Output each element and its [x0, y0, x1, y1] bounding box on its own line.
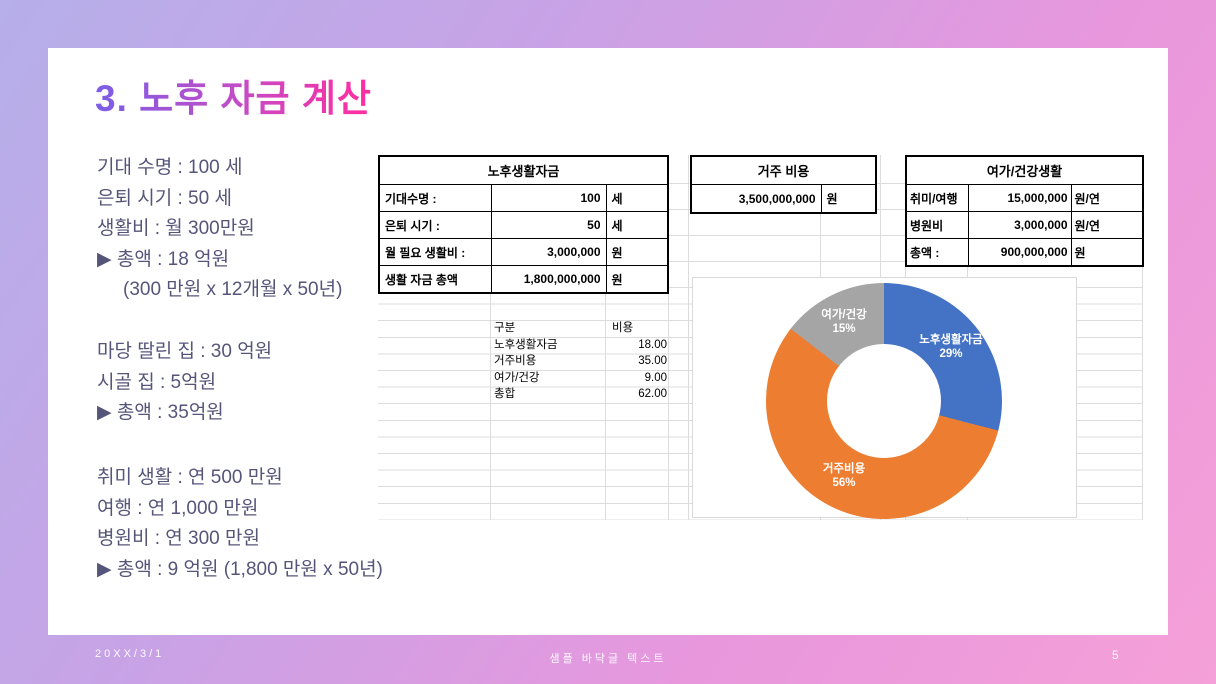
- donut-ring: [766, 283, 1002, 519]
- table-cell-unit: 세: [605, 184, 669, 212]
- notes-block-living: 기대 수명 : 100 세 은퇴 시기 : 50 세 생활비 : 월 300만원…: [97, 153, 342, 306]
- slice-percent: 29%: [939, 348, 963, 360]
- donut-label-living: 노후생활자금 29%: [919, 334, 983, 362]
- summary-cell-label: 노후생활자금: [494, 338, 558, 351]
- table-cell-label: 생활 자금 총액: [378, 265, 492, 294]
- summary-row: 거주비용 35.00: [490, 353, 671, 370]
- donut-label-housing: 거주비용 56%: [823, 463, 865, 491]
- summary-row: 총합 62.00: [490, 386, 671, 403]
- table-cell-value: 50: [490, 211, 607, 239]
- note-line: 시골 집 : 5억원: [97, 371, 217, 393]
- spreadsheet-region: 노후생활자금 기대수명 : 100 세 은퇴 시기 : 50 세 월 필요 생활…: [378, 155, 1145, 520]
- table-housing-cost: 거주 비용 3,500,000,000 원: [690, 155, 878, 214]
- doughnut-chart-area: 노후생활자금 29% 거주비용 56% 여가/건강 15%: [692, 277, 1077, 519]
- note-line-total: ▶ 총액 : 35억원: [97, 402, 224, 423]
- table-cell-label: 취미/여행: [905, 184, 969, 212]
- table-title: 거주 비용: [690, 155, 877, 185]
- table-cell-value: 15,000,000: [967, 184, 1072, 212]
- summary-cell-value: 9.00: [644, 371, 667, 384]
- note-line: 마당 딸린 집 : 30 억원: [97, 341, 273, 362]
- summary-header-category: 구분: [494, 322, 516, 334]
- note-line: 취미 생활 : 연 500 만원: [97, 467, 283, 488]
- summary-row: 여가/건강 9.00: [490, 370, 671, 387]
- note-line: 기대 수명 : 100 세: [97, 157, 243, 178]
- table-cell-label: 은퇴 시기 :: [378, 211, 492, 239]
- table-cell-unit: 원: [605, 238, 669, 266]
- footer-date: 20XX/3/1: [95, 648, 165, 660]
- table-cell-value: 3,000,000: [490, 238, 607, 266]
- table-cell-unit: 원: [605, 265, 669, 294]
- grid-vline: [688, 155, 689, 520]
- grid-vline: [668, 155, 669, 520]
- note-line: 생활비 : 월 300만원: [97, 218, 255, 239]
- table-cell-value: 900,000,000: [967, 238, 1072, 267]
- table-leisure-health: 여가/건강생활 취미/여행 15,000,000 원/연 병원비 3,000,0…: [905, 155, 1145, 267]
- grid-vline: [1142, 155, 1143, 520]
- summary-cell-label: 거주비용: [494, 355, 537, 368]
- table-cell-label: 월 필요 생활비 :: [378, 238, 492, 266]
- donut-hole: [827, 344, 941, 458]
- footer-text: 샘플 바닥글 텍스트: [549, 653, 667, 665]
- grid-vline: [490, 155, 491, 520]
- table-cell-value: 100: [490, 184, 607, 212]
- summary-header-row: 구분 비용: [490, 320, 671, 337]
- table-title: 노후생활자금: [378, 155, 669, 185]
- note-line: 병원비 : 연 300 만원: [97, 528, 260, 549]
- table-cell-label: 병원비: [905, 211, 969, 239]
- note-line-total: ▶ 총액 : 18 억원: [97, 248, 230, 270]
- grid-vline: [605, 155, 606, 520]
- slice-name: 여가/건강: [821, 309, 867, 322]
- summary-header-cost: 비용: [612, 322, 634, 334]
- summary-cell-value: 62.00: [638, 388, 667, 401]
- slice-percent: 15%: [832, 323, 856, 335]
- summary-cell-value: 18.00: [638, 338, 667, 351]
- table-cell-unit: 원/연: [1070, 211, 1144, 239]
- page-number: 5: [1112, 648, 1119, 662]
- table-cell-unit: 원/연: [1070, 184, 1144, 212]
- summary-row: 노후생활자금 18.00: [490, 337, 671, 354]
- note-line: 은퇴 시기 : 50 세: [97, 187, 232, 209]
- note-line: 여행 : 연 1,000 만원: [97, 497, 259, 519]
- table-cell-unit: 원: [820, 184, 877, 214]
- donut-label-leisure: 여가/건강 15%: [821, 309, 867, 337]
- note-line-sub: (300 만원 x 12개월 x 50년): [123, 279, 343, 300]
- summary-cell-value: 35.00: [638, 355, 667, 368]
- table-retirement-living-fund: 노후생활자금 기대수명 : 100 세 은퇴 시기 : 50 세 월 필요 생활…: [378, 155, 669, 294]
- table-cell-unit: 세: [605, 211, 669, 239]
- summary-cell-label: 총합: [494, 388, 516, 401]
- table-cell-value: 1,800,000,000: [490, 265, 607, 294]
- slice-name: 거주비용: [822, 463, 866, 476]
- notes-block-leisure: 취미 생활 : 연 500 만원 여행 : 연 1,000 만원 병원비 : 연…: [97, 463, 383, 585]
- table-cell-label: 총액 :: [905, 238, 969, 267]
- slide-title: 3. 노후 자금 계산: [95, 68, 372, 122]
- table-cell-value: 3,000,000: [967, 211, 1072, 239]
- table-cell-label: 기대수명 :: [378, 184, 492, 212]
- summary-table: 구분 비용 노후생활자금 18.00 거주비용 35.00 여가/건강 9.00…: [490, 320, 671, 403]
- table-cell-unit: 원: [1070, 238, 1144, 267]
- slice-percent: 56%: [832, 477, 856, 489]
- table-title: 여가/건강생활: [905, 155, 1144, 185]
- summary-cell-label: 여가/건강: [494, 371, 540, 384]
- notes-block-housing: 마당 딸린 집 : 30 억원 시골 집 : 5억원 ▶ 총액 : 35억원: [97, 337, 272, 429]
- note-line-total: ▶ 총액 : 9 억원 (1,800 만원 x 50년): [97, 558, 383, 580]
- slice-name: 노후생활자금: [919, 334, 983, 347]
- table-cell-value: 3,500,000,000: [690, 184, 822, 214]
